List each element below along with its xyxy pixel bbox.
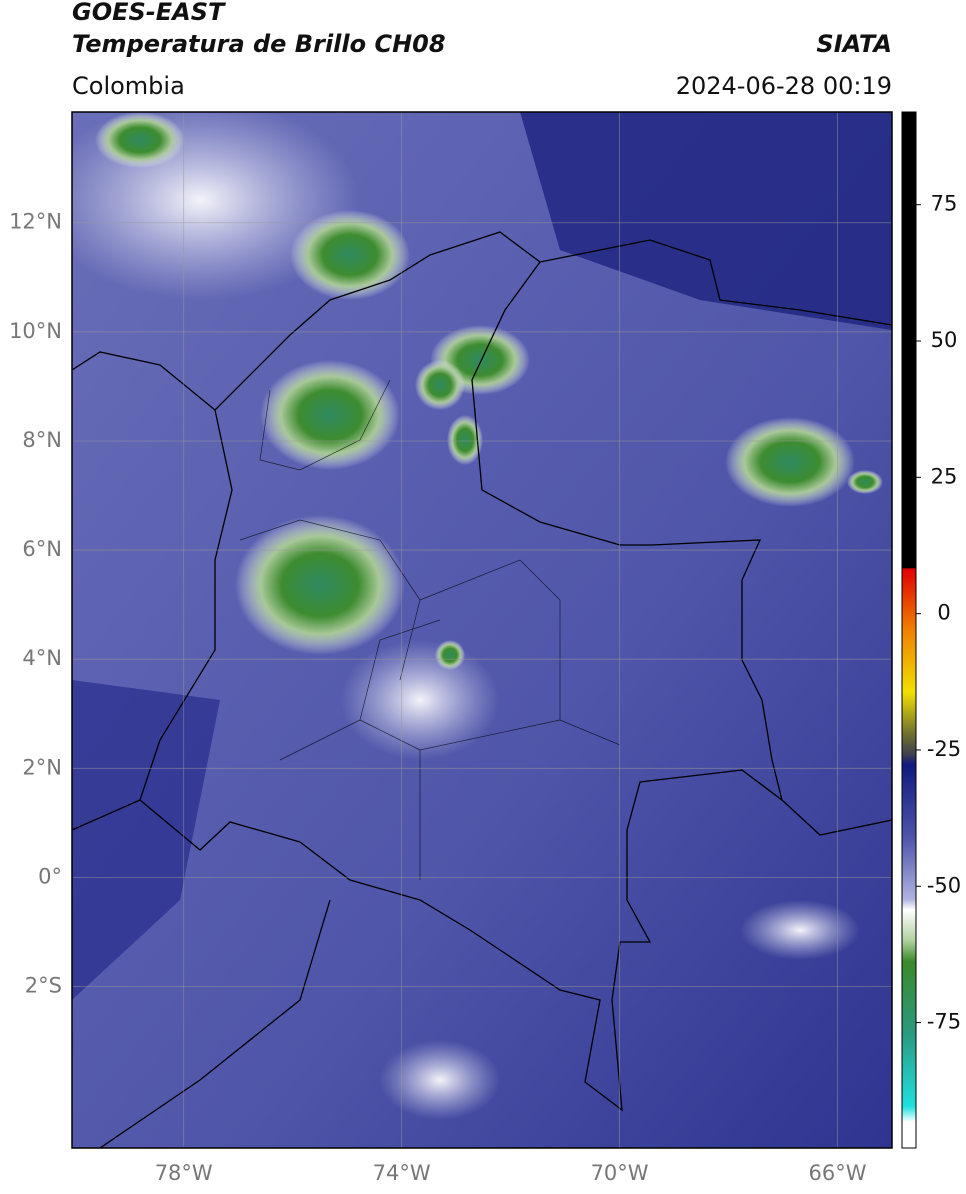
storm [447,415,483,465]
ecuador-coast [72,799,141,831]
department-borders [239,379,621,880]
lat-tick-label: 8°N [22,428,62,452]
timestamp: 2024-06-28 00:19 [676,72,892,100]
storm [235,515,405,655]
dark-region [72,680,220,1000]
cloud [740,900,860,960]
lon-tick-label: 78°W [155,1161,213,1185]
lon-tick-label: 70°W [591,1161,649,1185]
colorbar-tick-label: 75 [931,192,958,216]
venezuela-coast [539,239,892,326]
storm [725,417,855,507]
lat-tick-label: 4°N [22,646,62,670]
storm [290,210,410,300]
panama-border [72,351,216,411]
lat-tick-label: 0° [38,864,62,888]
map-frame [71,111,893,1149]
colorbar-tick-label: -25 [927,737,961,761]
region: Colombia [72,72,185,100]
dark-region [520,112,892,330]
lat-tick-label: 6°N [22,537,62,561]
storm [95,112,185,168]
lat-tick-label: 2°N [22,755,62,779]
graticule [72,112,892,1148]
borders [72,231,892,1148]
colorbar [901,111,917,1149]
storm [435,640,465,670]
storm [260,360,400,470]
colorbar-tick-label: 0 [937,601,950,625]
brazil-border [781,799,892,836]
subtitle: Temperatura de Brillo CH08 [72,30,446,58]
cloud [340,640,500,760]
satellite-image [72,112,892,1148]
lat-tick-label: 2°S [25,974,62,998]
colorbar-tick-label: -50 [927,873,961,897]
lat-tick-label: 12°N [9,210,62,234]
colorbar-tick-label: 25 [931,464,958,488]
colorbar-tick-label: 50 [931,328,958,352]
peru-border [99,899,331,1148]
storm [415,360,465,410]
colorbar-tick-label: -75 [927,1010,961,1034]
lon-tick-label: 66°W [809,1161,867,1185]
source: SIATA [816,30,892,58]
title: GOES-EAST [72,0,226,26]
colombia-border [139,231,784,1112]
lat-tick-label: 10°N [9,319,62,343]
storm [847,470,883,494]
lon-tick-label: 74°W [373,1161,431,1185]
cloud [380,1040,500,1120]
